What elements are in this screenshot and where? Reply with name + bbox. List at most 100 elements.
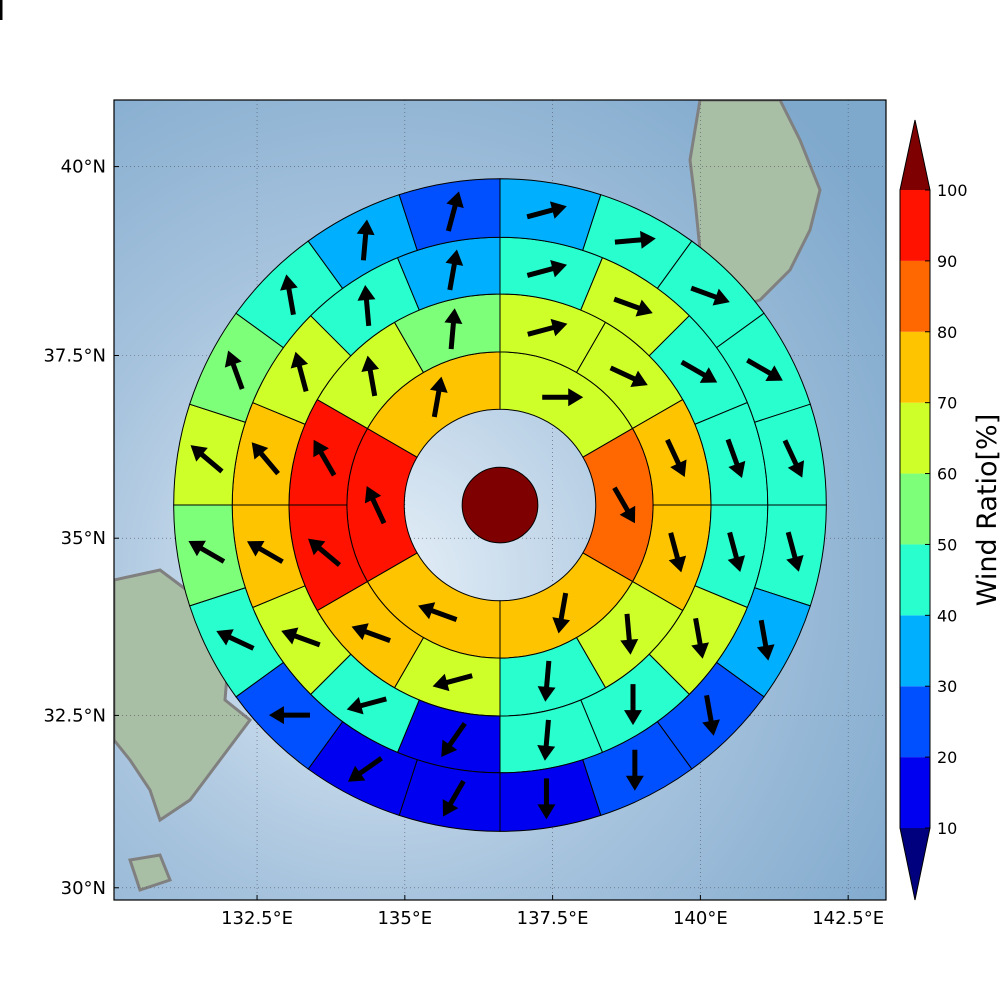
arrow-shape — [281, 627, 321, 648]
arrow-shape — [614, 230, 656, 249]
colorbar-tick-label: 90 — [937, 252, 957, 271]
wind-arrow — [280, 274, 298, 316]
colorbar-under — [900, 828, 930, 900]
cells — [174, 179, 827, 832]
wind-arrow — [188, 540, 226, 564]
wind-arrow — [281, 627, 321, 648]
wind-arrow — [347, 756, 383, 782]
arrow-shape — [537, 660, 556, 702]
y-tick-label: 30°N — [61, 878, 106, 899]
y-tick-label: 32.5°N — [43, 705, 106, 726]
colorbar-swatch — [900, 260, 930, 332]
wind-arrow — [702, 694, 720, 736]
wind-arrow — [442, 779, 466, 817]
arrow-shape — [782, 439, 805, 478]
colorbar-tick-label: 100 — [937, 181, 968, 200]
center-cell — [461, 466, 539, 544]
arrow-shape — [0, 0, 3, 20]
wind-arrow — [216, 629, 255, 651]
arrow-shape — [537, 719, 556, 761]
wind-arrow — [725, 438, 746, 479]
wind-arrow — [445, 191, 464, 232]
arrow-shape — [542, 388, 584, 407]
arrow-shape — [216, 629, 255, 651]
arrow-shape — [756, 619, 775, 661]
wind-arrow — [251, 442, 280, 476]
wind-arrow — [612, 486, 636, 524]
colorbar-swatch — [900, 544, 930, 616]
arrow-shape — [691, 617, 709, 659]
wind-arrow — [441, 722, 467, 758]
x-tick-label: 137.5°E — [517, 908, 589, 929]
colorbar-swatch — [900, 331, 930, 403]
wind-arrow — [268, 706, 310, 725]
wind-arrow — [625, 749, 644, 791]
wind-arrow — [0, 0, 3, 20]
wind-arrow — [247, 540, 284, 564]
arrow-shape — [526, 259, 567, 278]
wind-arrow — [527, 318, 568, 337]
arrow-shape — [441, 722, 467, 758]
wind-arrow — [756, 619, 775, 661]
arrow-shape — [625, 749, 644, 791]
wind-arrow — [542, 388, 584, 407]
wind-arrow — [609, 365, 648, 387]
wind-arrow — [418, 602, 458, 622]
wind-arrow — [620, 613, 639, 655]
colorbar-swatch — [900, 190, 930, 261]
wind-arrow — [782, 439, 805, 478]
arrow-shape — [746, 358, 783, 381]
wind-arrow — [444, 308, 463, 350]
wind-arrow — [537, 719, 556, 761]
wind-arrow — [613, 296, 653, 317]
arrow-shape — [609, 365, 648, 387]
axes: 132.5°E 135°E 137.5°E 140°E 142.5°E 30°N 32.5°… — [43, 157, 884, 929]
arrow-shape — [346, 696, 387, 715]
colorbar-tick-label: 50 — [937, 535, 957, 554]
wind-arrow — [690, 285, 730, 306]
arrow-shape — [702, 694, 720, 736]
arrow-shape — [290, 351, 309, 392]
arrow-shape — [725, 438, 746, 479]
wind-arrow — [746, 358, 783, 381]
colorbar-tick-label: 10 — [937, 819, 957, 838]
arrow-shape — [364, 485, 387, 525]
arrow-shape — [224, 350, 245, 390]
arrow-shape — [552, 592, 571, 634]
wind-arrow — [224, 350, 245, 390]
arrow-shape — [313, 439, 337, 477]
arrow-shape — [526, 201, 567, 220]
colorbar-tick-label: 40 — [937, 606, 957, 625]
wind-arrow — [680, 359, 718, 383]
colorbar-tick-label: 20 — [937, 748, 957, 767]
arrow-shape — [347, 756, 383, 782]
wind-arrow — [624, 684, 643, 726]
arrow-shape — [727, 531, 746, 573]
wind-arrow — [526, 201, 567, 220]
colorbar-swatch — [900, 473, 930, 545]
arrow-shape — [665, 438, 687, 477]
arrow-shape — [190, 445, 224, 474]
colorbar-tick-label: 60 — [937, 465, 957, 484]
colorbar-tick-label: 80 — [937, 323, 957, 342]
x-tick-label: 132.5°E — [221, 908, 293, 929]
wind-arrow — [290, 351, 309, 392]
arrow-shape — [445, 249, 464, 291]
colorbar-swatch — [900, 402, 930, 474]
wind-arrow — [445, 249, 464, 291]
arrow-shape — [537, 778, 556, 820]
wind-arrow — [727, 531, 746, 573]
wind-arrow — [190, 445, 224, 474]
arrow-shape — [308, 538, 342, 567]
colorbar-tick-label: 30 — [937, 677, 957, 696]
x-tick-label: 140°E — [673, 908, 728, 929]
y-tick-label: 40°N — [61, 157, 106, 178]
arrow-shape — [680, 359, 718, 383]
wind-arrow — [356, 219, 375, 261]
land — [128, 853, 172, 892]
arrow-shape — [613, 296, 653, 317]
wind-arrow — [346, 696, 387, 715]
arrow-shape — [668, 532, 687, 573]
arrow-shape — [612, 486, 636, 524]
x-tick-label: 135°E — [377, 908, 432, 929]
